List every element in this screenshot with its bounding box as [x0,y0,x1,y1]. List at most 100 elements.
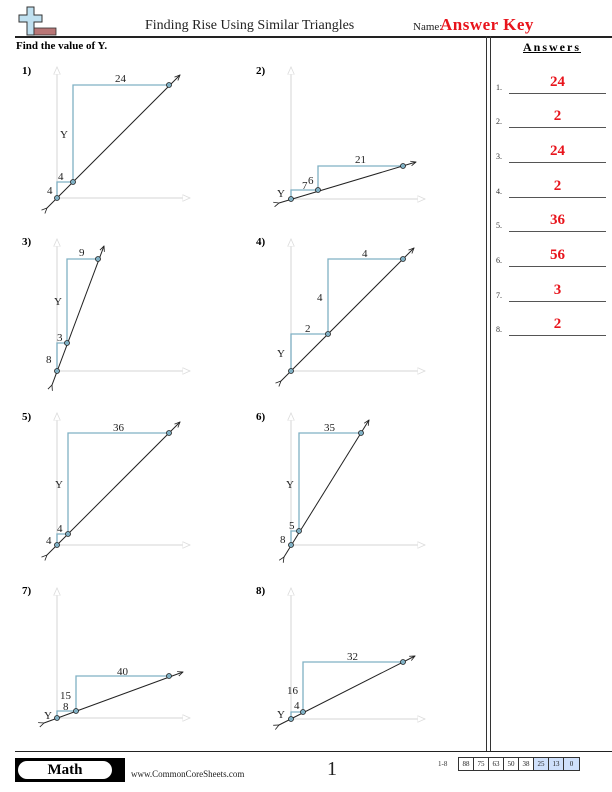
point [300,709,306,715]
point [288,368,294,374]
answer-row: 5. 36 [496,210,612,232]
answer-number: 2. [496,117,502,126]
point [166,673,172,679]
answer-row: 8. 2 [496,314,612,336]
score-cell: 75 [474,758,489,770]
instructions: Find the value of Y. [16,40,108,52]
answer-value[interactable]: 2 [553,178,562,194]
big-rise-label: 6 [308,175,314,187]
big-run-label: 9 [79,247,85,259]
answer-row: 2. 2 [496,106,612,128]
small-run-label: 4 [57,523,63,535]
small-rise-label: Y [277,709,285,721]
small-rise-label: 8 [280,534,286,546]
problem-number: 5) [22,411,32,423]
big-run-label: 21 [355,154,366,166]
problem-number: 1) [22,65,32,77]
point [54,195,60,201]
score-cell: 0 [564,758,579,770]
small-run-label: 2 [305,323,311,335]
score-cell: 88 [459,758,474,770]
problem-number: 7) [22,585,32,597]
answer-number: 4. [496,187,502,196]
point [325,331,331,337]
answer-row: 1. 24 [496,72,612,94]
point [315,187,321,193]
point [166,82,172,88]
answer-number: 7. [496,291,502,300]
answer-value[interactable]: 24 [550,143,565,159]
problem-number: 4) [256,236,266,248]
point [54,715,60,721]
score-cell: 63 [489,758,504,770]
answer-line [509,266,606,267]
answer-line [509,93,606,94]
answer-line [509,231,606,232]
big-rise-label: Y [54,296,62,308]
answer-line [509,197,606,198]
point [95,256,101,262]
answer-value[interactable]: 56 [550,247,565,263]
answer-value[interactable]: 36 [550,212,565,228]
answer-number: 6. [496,256,502,265]
answer-row: 3. 24 [496,141,612,163]
answer-line [509,335,606,336]
point [166,430,172,436]
large-triangle [66,258,98,343]
answer-value[interactable]: 2 [553,316,562,332]
line [47,75,180,208]
answer-row: 7. 3 [496,280,612,302]
site-link[interactable]: www.CommonCoreSheets.com [131,769,245,779]
point [54,542,60,548]
answers-title: Answers [523,40,581,54]
small-rise-label: 4 [47,185,53,197]
score-table: 88 75 63 50 38 25 13 0 [458,757,580,771]
point [296,528,302,534]
diagram-1: 24 Y 4 4 [47,67,190,208]
point [54,368,60,374]
small-rise-label: Y [44,710,52,722]
small-run-label: 4 [58,171,64,183]
line [279,656,415,725]
small-run-label: 7 [302,180,308,192]
subject-label: Math [18,761,112,779]
big-rise-label: Y [55,479,63,491]
answer-number: 8. [496,325,502,334]
big-rise-label: 15 [60,690,72,702]
name-value: Answer Key [440,15,534,34]
point [400,659,406,665]
diagram-4: 4 4 2 Y [277,239,425,381]
point [288,542,294,548]
answer-value[interactable]: 3 [553,282,562,298]
subject-badge: Math [15,758,125,782]
point [288,716,294,722]
diagram-2: 21 6 7 Y [277,67,425,203]
diagram-8: 32 16 4 Y [277,588,425,725]
answer-value[interactable]: 2 [553,108,562,124]
score-cell: 38 [519,758,534,770]
small-rise-label: 8 [46,354,52,366]
score-cell: 25 [534,758,549,770]
line [52,246,104,385]
point [400,256,406,262]
problem-number: 8) [256,585,266,597]
answer-value[interactable]: 24 [550,74,565,90]
header-divider [15,36,612,38]
big-rise-label: Y [60,129,68,141]
point [400,163,406,169]
page-title: Finding Rise Using Similar Triangles [145,18,355,33]
big-run-label: 36 [113,422,125,434]
score-range: 1-8 [438,760,448,768]
point [73,708,79,714]
big-rise-label: Y [286,479,294,491]
problem-number: 3) [22,236,32,248]
answer-number: 5. [496,221,502,230]
answer-row: 4. 2 [496,176,612,198]
big-run-label: 40 [117,666,129,678]
answer-line [509,301,606,302]
diagrams-canvas: 24 Y 4 4 21 6 7 Y 9 Y 3 8 [0,0,486,750]
small-run-label: 3 [57,332,63,344]
score-cell: 50 [504,758,519,770]
big-rise-label: 16 [287,685,299,697]
footer-divider [15,751,612,752]
